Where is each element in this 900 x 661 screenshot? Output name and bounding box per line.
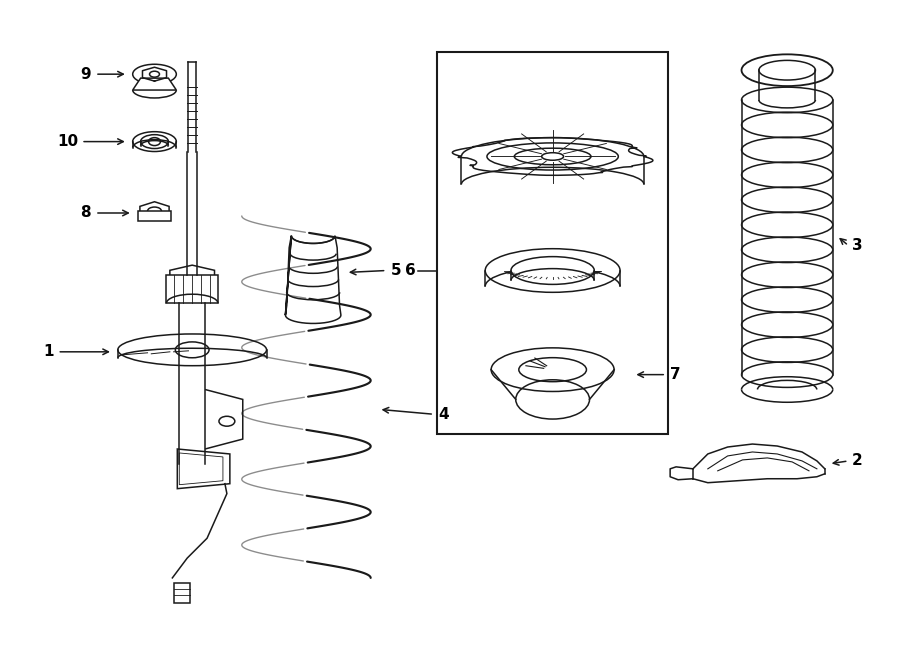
Ellipse shape bbox=[491, 348, 614, 391]
Text: 5: 5 bbox=[391, 263, 401, 278]
Text: 3: 3 bbox=[851, 238, 862, 253]
Text: 2: 2 bbox=[851, 453, 862, 469]
Polygon shape bbox=[166, 276, 218, 303]
Polygon shape bbox=[177, 449, 230, 488]
Text: 6: 6 bbox=[404, 263, 415, 278]
Polygon shape bbox=[138, 211, 171, 221]
Polygon shape bbox=[285, 236, 341, 323]
Ellipse shape bbox=[511, 256, 594, 284]
Polygon shape bbox=[132, 78, 176, 90]
Text: 10: 10 bbox=[57, 134, 78, 149]
Bar bbox=[437, 52, 668, 434]
Polygon shape bbox=[140, 202, 169, 220]
Ellipse shape bbox=[118, 334, 266, 366]
Text: 8: 8 bbox=[80, 206, 91, 221]
Ellipse shape bbox=[742, 54, 832, 86]
Polygon shape bbox=[170, 265, 214, 286]
Text: 4: 4 bbox=[438, 407, 449, 422]
Ellipse shape bbox=[485, 249, 620, 292]
Text: 9: 9 bbox=[80, 67, 91, 82]
Text: 7: 7 bbox=[670, 367, 680, 382]
Polygon shape bbox=[175, 583, 190, 603]
Text: 1: 1 bbox=[43, 344, 53, 360]
